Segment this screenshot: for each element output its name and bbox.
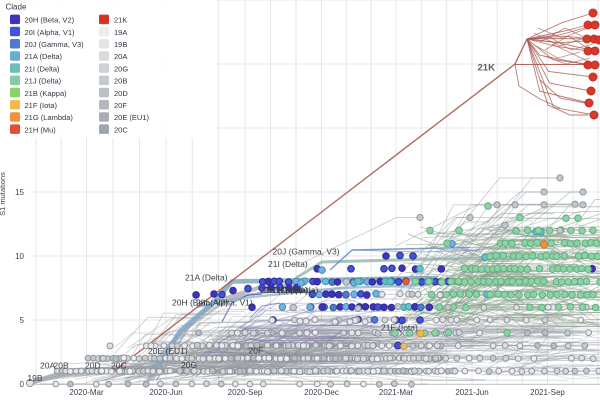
svg-text:21A (Delta): 21A (Delta) — [25, 52, 63, 61]
svg-text:2021-Jun: 2021-Jun — [455, 388, 488, 397]
svg-text:20G: 20G — [114, 64, 128, 73]
svg-text:10: 10 — [15, 252, 24, 261]
svg-text:20D: 20D — [85, 361, 101, 371]
svg-text:20A: 20A — [114, 52, 127, 61]
svg-text:21F (Iota): 21F (Iota) — [381, 323, 418, 333]
svg-text:21K: 21K — [478, 63, 496, 74]
svg-text:21I (Delta): 21I (Delta) — [25, 64, 61, 73]
svg-text:21K: 21K — [114, 16, 127, 25]
svg-text:21B (Kappa): 21B (Kappa) — [260, 285, 308, 295]
svg-text:2020-Dec: 2020-Dec — [304, 388, 339, 397]
svg-text:20I (Alpha, V1): 20I (Alpha, V1) — [25, 28, 76, 37]
svg-text:20F: 20F — [114, 101, 127, 110]
svg-text:19B: 19B — [27, 373, 42, 383]
svg-text:20H (Beta, V2): 20H (Beta, V2) — [25, 16, 75, 25]
svg-text:2021-Sep: 2021-Sep — [530, 388, 565, 397]
svg-text:2020-Jun: 2020-Jun — [149, 388, 182, 397]
svg-text:19A: 19A — [114, 28, 127, 37]
svg-text:20B: 20B — [114, 77, 127, 86]
svg-text:21D (Eta): 21D (Eta) — [272, 285, 309, 295]
svg-text:20F: 20F — [249, 346, 264, 356]
svg-text:2020-Sep: 2020-Sep — [228, 388, 263, 397]
svg-text:Clade: Clade — [6, 3, 27, 12]
svg-text:2020-Mar: 2020-Mar — [69, 388, 104, 397]
svg-text:20C: 20C — [114, 125, 128, 134]
svg-text:0: 0 — [20, 380, 25, 389]
svg-text:21G (Lambda): 21G (Lambda) — [264, 285, 319, 295]
svg-text:S1 mutations: S1 mutations — [0, 172, 7, 216]
svg-text:20E (EU1): 20E (EU1) — [148, 346, 188, 356]
svg-text:21H (Mu): 21H (Mu) — [267, 285, 303, 295]
svg-text:20D: 20D — [114, 89, 128, 98]
svg-text:20E (EU1): 20E (EU1) — [114, 113, 150, 122]
svg-text:20J (Gamma, V3): 20J (Gamma, V3) — [25, 40, 85, 49]
svg-text:20C: 20C — [111, 361, 127, 371]
svg-text:21B (Kappa): 21B (Kappa) — [25, 89, 68, 98]
svg-text:19B: 19B — [114, 40, 127, 49]
svg-text:21A (Delta): 21A (Delta) — [185, 273, 228, 283]
svg-text:20I (Alpha, V1): 20I (Alpha, V1) — [196, 298, 253, 308]
svg-text:21G (Lambda): 21G (Lambda) — [25, 113, 74, 122]
svg-text:2021-Mar: 2021-Mar — [379, 388, 414, 397]
svg-text:20J (Gamma, V3): 20J (Gamma, V3) — [273, 247, 340, 257]
svg-text:20H (Beta, V2): 20H (Beta, V2) — [172, 298, 228, 308]
svg-text:21H (Mu): 21H (Mu) — [25, 125, 57, 134]
svg-text:21F (Iota): 21F (Iota) — [25, 101, 58, 110]
svg-text:21I (Delta): 21I (Delta) — [268, 259, 308, 269]
svg-text:15: 15 — [15, 188, 24, 197]
svg-text:21J (Delta): 21J (Delta) — [25, 77, 62, 86]
svg-text:20G: 20G — [181, 360, 197, 370]
svg-text:20A: 20A — [40, 361, 55, 371]
svg-text:20B: 20B — [54, 361, 69, 371]
svg-text:5: 5 — [20, 316, 25, 325]
